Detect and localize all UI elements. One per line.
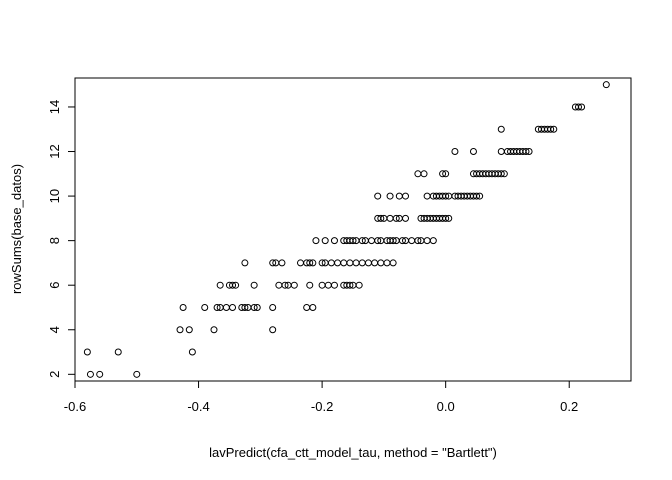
data-point <box>358 237 366 245</box>
data-point <box>500 170 508 178</box>
data-point <box>312 237 320 245</box>
data-point <box>602 81 610 89</box>
data-point <box>392 214 400 222</box>
data-point <box>402 192 410 200</box>
data-point <box>420 170 428 178</box>
y-tick-label: 10 <box>47 189 62 203</box>
data-point <box>250 303 258 311</box>
data-point <box>229 281 237 289</box>
data-point <box>473 192 481 200</box>
data-point <box>201 303 209 311</box>
x-axis-label: lavPredict(cfa_ctt_model_tau, method = "… <box>209 445 497 460</box>
data-point <box>321 237 329 245</box>
data-point <box>253 303 261 311</box>
data-point <box>269 259 277 267</box>
y-axis-label: rowSums(base_datos) <box>9 164 24 294</box>
data-point <box>330 237 338 245</box>
data-point <box>185 326 193 334</box>
data-point <box>469 148 477 156</box>
data-point <box>578 103 586 111</box>
y-tick-label: 14 <box>47 100 62 114</box>
data-point <box>306 281 314 289</box>
data-point <box>133 370 141 378</box>
data-point <box>389 259 397 267</box>
data-point <box>355 281 363 289</box>
data-point <box>290 281 298 289</box>
data-point <box>374 192 382 200</box>
data-point <box>439 170 447 178</box>
data-point <box>374 237 382 245</box>
data-point <box>476 192 484 200</box>
data-point <box>550 125 558 133</box>
data-point <box>188 348 196 356</box>
y-tick-label: 2 <box>47 371 62 378</box>
data-points <box>83 81 610 378</box>
x-tick-label: 0.2 <box>560 399 578 414</box>
y-tick-label: 8 <box>47 237 62 244</box>
data-point <box>442 192 450 200</box>
data-point <box>269 326 277 334</box>
x-tick-label: -0.4 <box>187 399 209 414</box>
data-point <box>398 237 406 245</box>
y-tick-label: 12 <box>47 144 62 158</box>
data-point <box>278 259 286 267</box>
data-point <box>377 214 385 222</box>
data-point <box>229 303 237 311</box>
x-tick-label: -0.6 <box>64 399 86 414</box>
x-axis: -0.6 -0.4 -0.2 0.0 0.2 <box>64 380 578 414</box>
data-point <box>451 148 459 156</box>
data-point <box>574 103 582 111</box>
data-point <box>269 303 277 311</box>
data-point <box>442 214 450 222</box>
data-point <box>216 281 224 289</box>
data-point <box>386 192 394 200</box>
data-point <box>445 214 453 222</box>
data-point <box>241 259 249 267</box>
y-tick-label: 4 <box>47 326 62 333</box>
data-point <box>497 170 505 178</box>
data-point <box>497 125 505 133</box>
data-point <box>525 148 533 156</box>
data-point <box>330 281 338 289</box>
data-point <box>232 281 240 289</box>
data-point <box>349 237 357 245</box>
data-point <box>346 281 354 289</box>
x-tick-label: -0.2 <box>311 399 333 414</box>
data-point <box>389 237 397 245</box>
data-point <box>83 348 91 356</box>
data-point <box>210 326 218 334</box>
data-point <box>402 214 410 222</box>
data-point <box>281 281 289 289</box>
data-point <box>306 259 314 267</box>
data-point <box>547 125 555 133</box>
data-point <box>318 259 326 267</box>
data-point <box>414 237 422 245</box>
data-point <box>309 303 317 311</box>
y-tick-label: 6 <box>47 282 62 289</box>
data-point <box>176 326 184 334</box>
y-axis: 2 4 6 8 10 12 14 <box>47 100 76 378</box>
data-point <box>522 148 530 156</box>
data-point <box>309 259 317 267</box>
data-point <box>241 303 249 311</box>
data-point <box>179 303 187 311</box>
data-point <box>429 237 437 245</box>
data-point <box>250 281 258 289</box>
data-point <box>114 348 122 356</box>
data-point <box>86 370 94 378</box>
data-point <box>442 170 450 178</box>
data-point <box>96 370 104 378</box>
data-point <box>213 303 221 311</box>
x-tick-label: 0.0 <box>437 399 455 414</box>
